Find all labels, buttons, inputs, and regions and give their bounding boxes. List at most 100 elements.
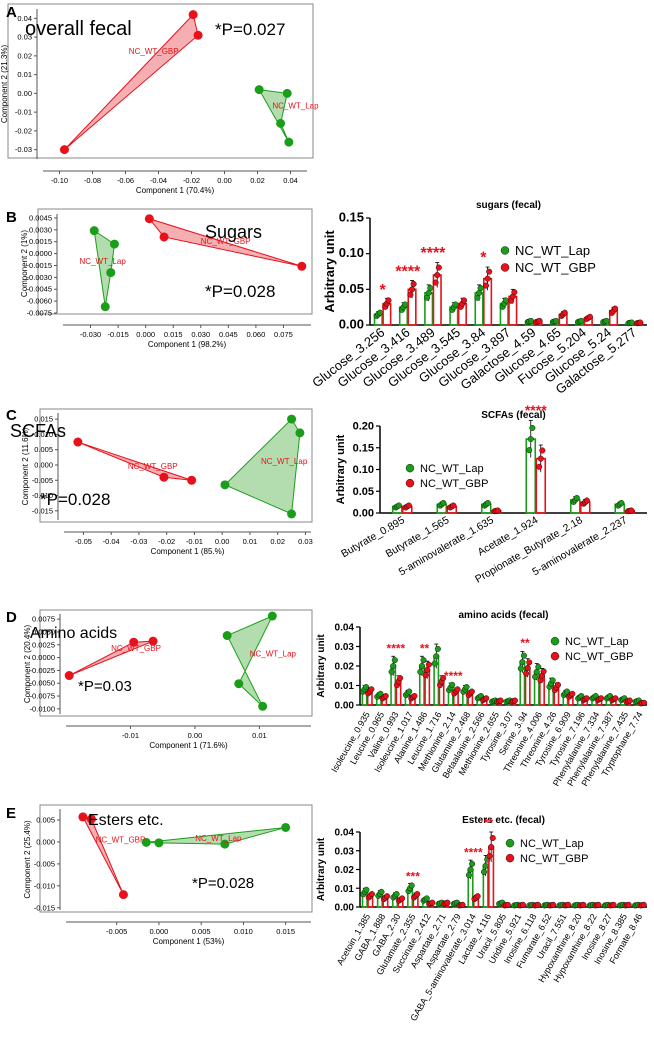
legend-label: NC_WT_GBP bbox=[515, 260, 596, 275]
x-tick-label: -0.01 bbox=[122, 731, 139, 740]
y-tick-label: 0.00 bbox=[17, 89, 32, 98]
replicate-dot bbox=[391, 657, 398, 664]
y-tick-label: 0.04 bbox=[335, 828, 355, 839]
x-tick-label: 0.00 bbox=[188, 731, 203, 740]
y-tick-label: 0.0030 bbox=[29, 225, 52, 234]
y-tick-label: 0.01 bbox=[335, 884, 355, 895]
y-tick-label: 0.0015 bbox=[29, 237, 52, 246]
x-axis-title: Component 1 (71.6%) bbox=[149, 741, 228, 750]
p-value: *P=0.03 bbox=[78, 678, 132, 695]
y-tick-label: 0.00 bbox=[339, 317, 364, 332]
replicate-dot bbox=[465, 872, 472, 879]
replicate-dot bbox=[454, 686, 461, 693]
replicate-dot bbox=[561, 309, 568, 316]
replicate-dot bbox=[488, 844, 495, 851]
x-tick-label: 0.03 bbox=[298, 537, 313, 546]
x-axis-title: Component 1 (98.2%) bbox=[148, 340, 227, 349]
bar-chart-E-bars bbox=[356, 831, 647, 909]
replicate-dot bbox=[477, 285, 484, 292]
replicate-dot bbox=[573, 494, 580, 501]
y-tick-label: 0.03 bbox=[335, 846, 355, 857]
replicate-dot bbox=[523, 670, 530, 677]
replicate-dot bbox=[368, 891, 375, 898]
replicate-dot bbox=[406, 688, 413, 695]
significance-mark: ** bbox=[484, 816, 494, 830]
y-tick-label: 0.03 bbox=[17, 33, 32, 42]
legend-marker bbox=[505, 838, 515, 848]
legend-label: NC_WT_Lap bbox=[520, 838, 584, 850]
y-tick-label: 0.000 bbox=[36, 837, 55, 846]
y-tick-label: 0.02 bbox=[335, 662, 355, 673]
y-tick-label: -0.0025 bbox=[30, 666, 55, 675]
group-label: NC_WT_Lap bbox=[80, 257, 127, 266]
plot-frame bbox=[39, 408, 313, 523]
replicate-dot bbox=[440, 675, 447, 682]
replicate-dot bbox=[598, 695, 605, 702]
p-value: *P=0.028 bbox=[40, 490, 110, 509]
replicate-dot bbox=[411, 693, 418, 700]
data-point bbox=[282, 88, 292, 98]
data-point bbox=[141, 837, 151, 847]
pca-plot-C bbox=[39, 408, 313, 535]
y-tick-label: 0.03 bbox=[335, 642, 355, 653]
y-axis-title: Component 2 (25.4%) bbox=[23, 820, 32, 899]
replicate-dot bbox=[526, 659, 533, 666]
y-tick-label: 0.15 bbox=[353, 442, 374, 454]
x-tick-label: 0.000 bbox=[150, 927, 169, 936]
x-tick-label: -0.005 bbox=[106, 927, 127, 936]
data-point bbox=[129, 637, 139, 647]
data-point bbox=[254, 85, 264, 95]
data-point bbox=[234, 679, 244, 689]
data-point bbox=[86, 814, 96, 824]
replicate-dot bbox=[519, 659, 526, 666]
panel-title: overall fecal bbox=[25, 18, 132, 40]
replicate-dot bbox=[452, 301, 459, 308]
replicate-dot bbox=[474, 893, 481, 900]
y-tick-label: -0.015 bbox=[32, 506, 53, 515]
significance-mark: **** bbox=[525, 402, 547, 418]
x-tick-label: 0.015 bbox=[276, 927, 295, 936]
replicate-dot bbox=[511, 289, 518, 296]
y-axis-title: Component 2 (21.3%) bbox=[0, 45, 9, 124]
y-axis-title: Component 2 (1%) bbox=[20, 230, 29, 297]
group-label: NC_WT_Lap bbox=[195, 834, 242, 843]
significance-mark: *** bbox=[406, 870, 420, 884]
y-tick-label: -0.0050 bbox=[30, 679, 55, 688]
plot-frame bbox=[39, 609, 313, 717]
replicate-dot bbox=[434, 272, 441, 279]
y-tick-label: 0.02 bbox=[335, 865, 355, 876]
data-point bbox=[222, 631, 232, 641]
y-tick-label: 0.005 bbox=[36, 815, 55, 824]
replicate-dot bbox=[583, 695, 590, 702]
x-tick-label: 0.04 bbox=[283, 176, 298, 185]
bar-chart-D-bars bbox=[356, 626, 648, 707]
replicate-dot bbox=[612, 695, 619, 702]
data-point bbox=[64, 671, 74, 681]
significance-mark: **** bbox=[387, 641, 406, 655]
y-tick-label: 0.05 bbox=[353, 486, 374, 498]
x-tick-label: -0.02 bbox=[183, 176, 200, 185]
replicate-dot bbox=[384, 893, 391, 900]
replicate-dot bbox=[481, 868, 488, 875]
plot-frame bbox=[37, 208, 313, 315]
replicate-dot bbox=[612, 305, 619, 312]
replicate-dot bbox=[519, 901, 526, 908]
y-tick-label: -0.010 bbox=[32, 491, 53, 500]
replicate-dot bbox=[528, 317, 535, 324]
replicate-dot bbox=[502, 297, 509, 304]
replicate-dot bbox=[526, 447, 533, 454]
y-axis-title: Arbitrary unit bbox=[322, 230, 337, 313]
legend-label: NC_WT_GBP bbox=[565, 651, 633, 663]
y-tick-label: 0.02 bbox=[17, 51, 32, 60]
data-point bbox=[287, 414, 297, 424]
x-tick-label: 0.02 bbox=[250, 176, 265, 185]
data-point bbox=[188, 10, 198, 20]
replicate-dot bbox=[423, 895, 430, 902]
y-tick-label: -0.005 bbox=[32, 476, 53, 485]
legend-label: NC_WT_Lap bbox=[565, 636, 629, 648]
y-tick-label: 0.00 bbox=[353, 508, 374, 520]
replicate-dot bbox=[409, 286, 416, 293]
replicate-dot bbox=[424, 666, 431, 673]
replicate-dot bbox=[420, 657, 427, 664]
group-label: NC_WT_GBP bbox=[128, 462, 178, 471]
